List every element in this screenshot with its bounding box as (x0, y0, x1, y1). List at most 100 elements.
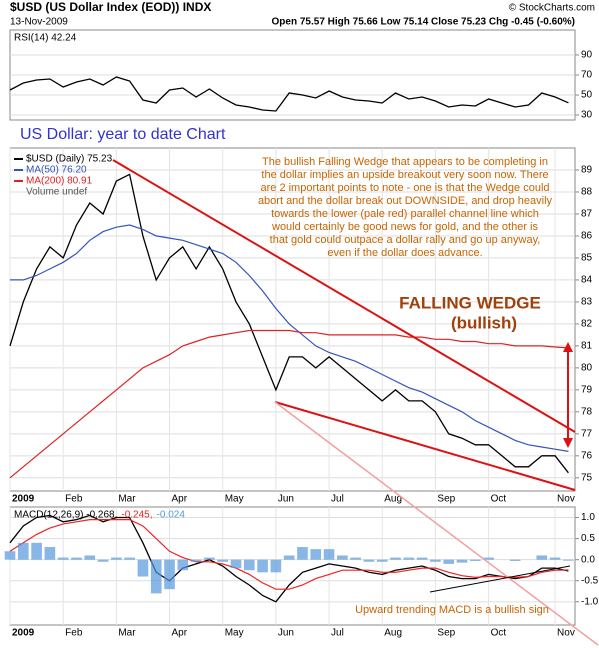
histogram-bar (84, 555, 96, 560)
x-tick-label: 2009 (12, 494, 35, 505)
source: © StockCharts.com (509, 3, 595, 14)
histogram-bar (97, 559, 109, 562)
histogram-bar (443, 559, 455, 564)
histogram-bar (403, 557, 415, 560)
histogram-bar (31, 542, 42, 560)
x-tick-label: May (225, 494, 244, 505)
legend-entry: -0.245, (121, 510, 152, 521)
x-tick-label: Feb (65, 628, 83, 639)
y-tick-label: 83 (581, 297, 593, 308)
series-line (9, 329, 569, 479)
series-line (9, 519, 569, 590)
histogram-bar (350, 557, 361, 560)
legend-entry: $USD (Daily) 75.23 (26, 154, 113, 165)
y-tick-label: 70 (581, 70, 593, 81)
chart-title: US Dollar: year to date Chart (20, 126, 226, 143)
y-tick-label: 89 (581, 165, 593, 176)
macd-annotation: Upward trending MACD is a bullish sign (355, 604, 549, 616)
x-tick-label: Jun (278, 628, 294, 639)
y-tick-label: 80 (581, 363, 593, 374)
annotation: even if the dollar does advance. (327, 247, 482, 259)
y-tick-label: 0.5 (581, 533, 595, 544)
histogram-bar (190, 559, 202, 562)
histogram-bar (430, 559, 441, 562)
annotation: The bullish Falling Wedge that appears t… (262, 156, 548, 168)
x-tick-label: Oct (491, 628, 507, 639)
x-tick-label: May (225, 628, 244, 639)
y-tick-label: 75 (581, 472, 593, 483)
histogram-bar (230, 559, 242, 569)
legend-entry: MA(50) 76.20 (26, 165, 87, 176)
histogram-bar (217, 559, 229, 562)
histogram-bar (243, 559, 255, 571)
histogram-bar (204, 557, 215, 560)
histogram-bar (337, 555, 348, 560)
x-tick-label: Nov (557, 494, 575, 505)
x-tick-label: Nov (557, 628, 575, 639)
y-tick-label: 87 (581, 209, 593, 220)
y-tick-label: 76 (581, 450, 593, 461)
histogram-bar (283, 555, 295, 560)
histogram-bar (363, 559, 375, 562)
channel-line (274, 401, 599, 646)
y-tick-label: 88 (581, 187, 593, 198)
quote: Open 75.57 High 75.66 Low 75.14 Close 75… (272, 17, 575, 28)
annotation: are 2 important points to note - one is … (260, 182, 549, 194)
histogram-bar (44, 547, 56, 560)
histogram-bar (549, 557, 561, 560)
histogram-bar (150, 559, 162, 594)
histogram-bar (469, 559, 481, 561)
y-tick-label: -1.0 (581, 596, 599, 607)
histogram-bar (71, 557, 82, 560)
x-tick-label: Apr (172, 628, 188, 639)
histogram-bar (137, 559, 149, 577)
wedge-upper (112, 159, 576, 433)
histogram-bar (257, 559, 268, 573)
y-tick-label: 82 (581, 319, 593, 330)
annotation: abort and the dollar break out DOWNSIDE,… (258, 195, 553, 207)
y-tick-label: 81 (581, 341, 593, 352)
x-tick-label: Oct (491, 494, 507, 505)
pattern-label: FALLING WEDGE (399, 293, 541, 312)
y-tick-label: 0.0 (581, 554, 595, 565)
macd-panel (9, 506, 576, 626)
wedge-lower (274, 401, 576, 491)
y-tick-label: 77 (581, 428, 593, 439)
series-line (9, 514, 569, 603)
legend-entry: RSI(14) 42.24 (14, 33, 77, 44)
annotation: towards the lower (pale red) parallel ch… (271, 208, 539, 220)
x-tick-label: Mar (118, 494, 136, 505)
histogram-bar (536, 555, 548, 560)
histogram-bar (111, 557, 122, 560)
histogram-bar (456, 559, 468, 563)
y-tick-label: 90 (581, 50, 593, 61)
x-tick-label: Jun (278, 494, 294, 505)
symbol: $USD (US Dollar Index (EOD)) INDX (10, 0, 211, 14)
histogram-bar (270, 559, 282, 573)
x-tick-label: Sep (437, 494, 455, 505)
legend-entry: -0.024 (157, 510, 186, 521)
histogram-bar (416, 557, 428, 560)
x-tick-label: Aug (384, 494, 402, 505)
histogram-bar (390, 557, 401, 560)
histogram-bar (124, 557, 135, 560)
legend-entry: MACD(12,26,9) -0.268, (14, 510, 117, 521)
x-tick-label: Sep (437, 628, 455, 639)
y-tick-label: 1.0 (581, 512, 595, 523)
annotation: that gold could outpace a dollar rally a… (270, 234, 541, 246)
annotation: would certainly be good news for gold, a… (271, 221, 538, 233)
x-tick-label: Jul (331, 628, 344, 639)
plots: 30 50 70 90 RSI(14) 42.24 75 76 77 78 79 80 81 82 83 8… (4, 33, 599, 639)
histogram-bar (4, 551, 16, 560)
series-line (10, 224, 569, 452)
y-tick-label: 84 (581, 275, 593, 286)
histogram-bar (310, 549, 322, 560)
legend-entry: Volume undef (26, 187, 87, 198)
y-tick-label: 86 (581, 231, 593, 242)
y-tick-label: 30 (581, 110, 593, 121)
series-line (9, 173, 569, 474)
annotation: the dollar implies an upside breakout ve… (261, 169, 548, 181)
histogram-bar (509, 559, 521, 561)
pattern-label: (bullish) (451, 313, 517, 332)
